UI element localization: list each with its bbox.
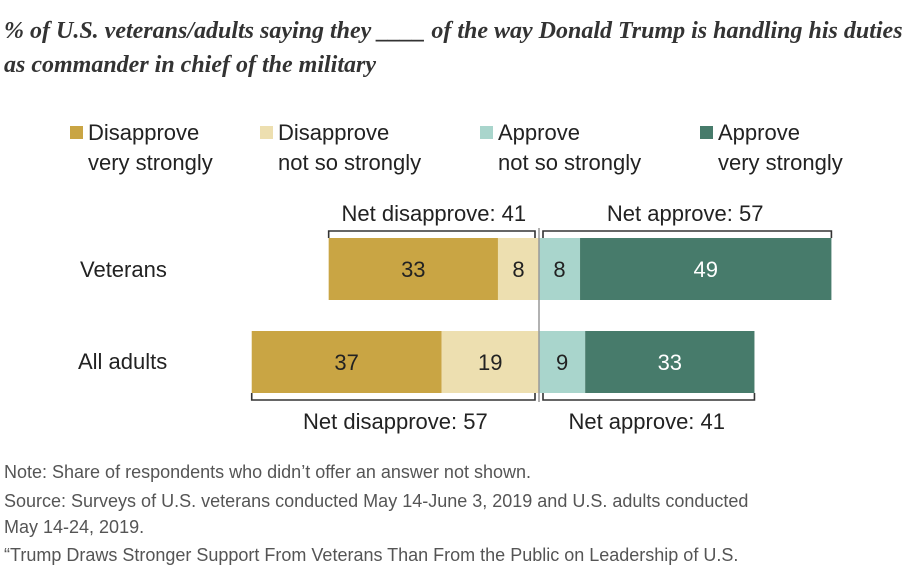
data-label: 8 — [553, 257, 565, 282]
bar-segment — [251, 331, 442, 393]
data-label: 33 — [658, 350, 682, 375]
bar-segment — [539, 331, 586, 393]
net-approve-label: Net approve: 57 — [607, 201, 764, 226]
legend-item-disapprove-very: Disapprove very strongly — [70, 118, 213, 178]
data-label: 9 — [556, 350, 568, 375]
row-label-all-adults: All adults — [78, 349, 168, 374]
legend-item-approve-very: Approve very strongly — [700, 118, 843, 178]
legend-label: Disapprove very strongly — [88, 120, 213, 175]
net-approve-bracket — [542, 393, 756, 401]
net-disapprove-label: Net disapprove: 41 — [341, 201, 526, 226]
net-disapprove-bracket — [250, 393, 536, 401]
net-label-background — [326, 201, 542, 227]
bar-segment — [497, 238, 539, 300]
report-title-text: “Trump Draws Stronger Support From Veter… — [4, 545, 739, 565]
legend-swatch — [700, 126, 713, 139]
net-approve-label: Net approve: 41 — [568, 409, 725, 434]
legend-swatch — [70, 126, 83, 139]
chart-title: % of U.S. veterans/adults saying they __… — [4, 18, 903, 78]
source-text-line1: Source: Surveys of U.S. veterans conduct… — [4, 491, 749, 511]
bar-segment — [580, 238, 832, 300]
bar-segment — [441, 331, 539, 393]
bar-segment — [328, 238, 498, 300]
data-label: 49 — [693, 257, 717, 282]
net-disapprove-label: Net disapprove: 57 — [303, 409, 488, 434]
note-text: Note: Share of respondents who didn’t of… — [4, 462, 531, 482]
legend-swatch — [480, 126, 493, 139]
data-label: 8 — [512, 257, 524, 282]
legend-label: Approve not so strongly — [498, 120, 642, 175]
legend-label: Disapprove not so strongly — [278, 120, 422, 175]
legend-item-disapprove-not-so: Disapprove not so strongly — [260, 118, 421, 178]
net-approve-bracket — [542, 230, 833, 238]
net-label-background — [594, 201, 776, 227]
bar-segment — [585, 331, 755, 393]
legend-item-approve-not-so: Approve not so strongly — [480, 118, 641, 178]
legend-label: Approve very strongly — [718, 120, 843, 175]
row-label-veterans: Veterans — [80, 257, 167, 282]
data-label: 33 — [401, 257, 425, 282]
bar-segment — [539, 238, 581, 300]
legend-swatch — [260, 126, 273, 139]
source-text-line2: May 14-24, 2019. — [4, 517, 145, 537]
net-disapprove-bracket — [327, 230, 536, 238]
data-label: 19 — [478, 350, 502, 375]
data-label: 37 — [334, 350, 358, 375]
